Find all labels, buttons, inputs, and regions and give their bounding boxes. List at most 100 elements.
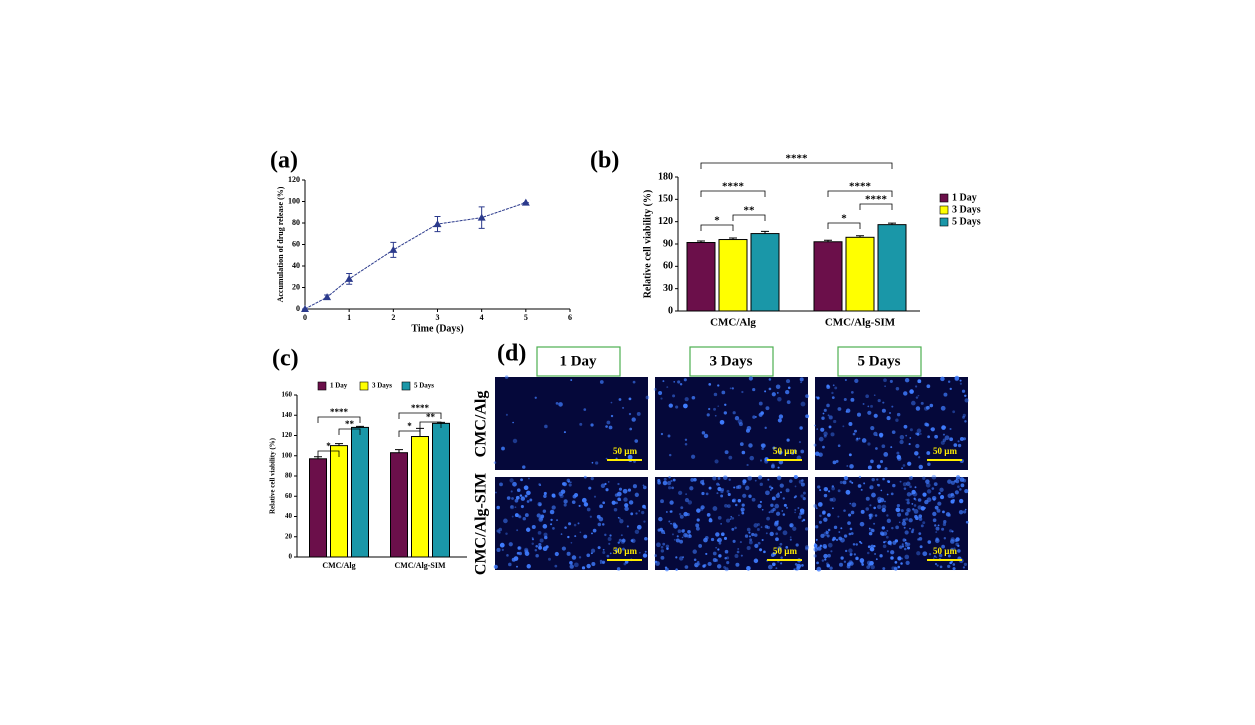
- cell-nucleus: [934, 434, 938, 439]
- cell-nucleus: [854, 378, 859, 383]
- cell-nucleus: [964, 488, 969, 494]
- cell-nucleus: [654, 554, 657, 557]
- cell-nucleus: [622, 488, 628, 494]
- cell-nucleus: [962, 415, 965, 419]
- cell-nucleus: [924, 507, 926, 509]
- cell-nucleus: [590, 476, 594, 481]
- cell-nucleus: [687, 530, 691, 534]
- cell-nucleus: [830, 432, 835, 437]
- cell-nucleus: [753, 533, 758, 537]
- cell-nucleus: [852, 543, 856, 546]
- significance-label: *: [841, 213, 847, 225]
- cell-nucleus: [717, 384, 720, 387]
- cell-nucleus: [938, 492, 941, 495]
- cell-nucleus: [591, 532, 593, 535]
- cell-nucleus: [518, 515, 522, 519]
- cell-nucleus: [922, 492, 927, 497]
- cell-nucleus: [873, 394, 876, 396]
- cell-nucleus: [744, 485, 750, 491]
- cell-nucleus: [719, 419, 725, 425]
- marker: [477, 213, 486, 221]
- legend-swatch: [939, 217, 949, 227]
- cell-nucleus: [672, 394, 676, 398]
- cell-nucleus: [655, 561, 660, 566]
- cell-nucleus: [896, 512, 902, 517]
- cell-nucleus: [922, 521, 926, 525]
- cell-nucleus: [949, 437, 954, 442]
- cell-nucleus: [878, 432, 884, 438]
- cell-nucleus: [724, 403, 727, 407]
- cell-nucleus: [794, 508, 797, 511]
- cell-nucleus: [632, 380, 636, 384]
- cell-nucleus: [664, 566, 668, 569]
- cell-nucleus: [515, 495, 520, 500]
- cell-nucleus: [817, 546, 822, 551]
- cell-nucleus: [781, 510, 784, 512]
- cell-nucleus: [748, 494, 752, 498]
- cell-nucleus: [901, 543, 904, 546]
- cell-nucleus: [916, 551, 921, 556]
- cell-nucleus: [874, 514, 878, 517]
- cell-nucleus: [799, 377, 804, 382]
- cell-nucleus: [925, 482, 931, 488]
- cell-nucleus: [715, 532, 720, 537]
- cell-nucleus: [610, 401, 613, 404]
- cell-nucleus: [542, 546, 548, 552]
- y-tick-label: 140: [282, 411, 293, 419]
- cell-nucleus: [916, 428, 922, 434]
- cell-nucleus: [837, 515, 840, 518]
- cell-nucleus: [538, 545, 543, 550]
- cell-nucleus: [802, 518, 806, 522]
- cell-nucleus: [724, 450, 729, 455]
- cell-nucleus: [873, 506, 876, 510]
- cell-nucleus: [768, 511, 771, 514]
- cell-nucleus: [962, 510, 967, 514]
- cell-nucleus: [820, 427, 825, 432]
- cell-nucleus: [668, 453, 672, 457]
- cell-nucleus: [662, 542, 666, 546]
- micrograph: [653, 376, 809, 470]
- significance-bracket: [827, 190, 893, 197]
- cell-nucleus: [589, 515, 592, 518]
- cell-nucleus: [964, 394, 967, 398]
- cell-nucleus: [601, 561, 605, 565]
- cell-nucleus: [535, 544, 538, 548]
- cell-nucleus: [526, 564, 531, 569]
- cell-nucleus: [684, 438, 688, 441]
- cell-nucleus: [506, 496, 511, 500]
- legend-swatch: [939, 193, 949, 203]
- cell-nucleus: [906, 501, 910, 505]
- significance-bracket: [732, 214, 766, 221]
- error-bar: [729, 237, 737, 240]
- cell-nucleus: [922, 476, 926, 480]
- cell-nucleus: [858, 437, 861, 440]
- significance-label: *: [714, 215, 720, 227]
- cell-nucleus: [869, 513, 874, 518]
- cell-nucleus: [716, 482, 720, 486]
- cell-nucleus: [795, 543, 799, 547]
- cell-nucleus: [782, 497, 785, 500]
- cell-nucleus: [932, 511, 937, 517]
- cell-nucleus: [962, 437, 967, 441]
- cell-nucleus: [823, 408, 827, 412]
- cell-nucleus: [724, 567, 729, 572]
- cell-nucleus: [827, 542, 833, 548]
- cell-nucleus: [769, 489, 772, 491]
- cell-nucleus: [573, 523, 577, 527]
- cell-nucleus: [731, 516, 735, 520]
- cell-nucleus: [870, 565, 875, 570]
- cell-nucleus: [907, 509, 910, 512]
- cell-nucleus: [508, 562, 512, 567]
- cell-nucleus: [717, 486, 722, 492]
- cell-nucleus: [911, 503, 914, 505]
- cell-nucleus: [891, 566, 895, 570]
- marker: [389, 245, 398, 253]
- x-tick-label: 2: [391, 313, 395, 322]
- cell-nucleus: [616, 547, 618, 550]
- cell-nucleus: [905, 560, 910, 565]
- cell-nucleus: [627, 488, 632, 492]
- y-tick-label: 80: [285, 472, 293, 480]
- cell-nucleus: [607, 481, 610, 483]
- cell-nucleus: [775, 537, 779, 542]
- cell-nucleus: [861, 438, 867, 443]
